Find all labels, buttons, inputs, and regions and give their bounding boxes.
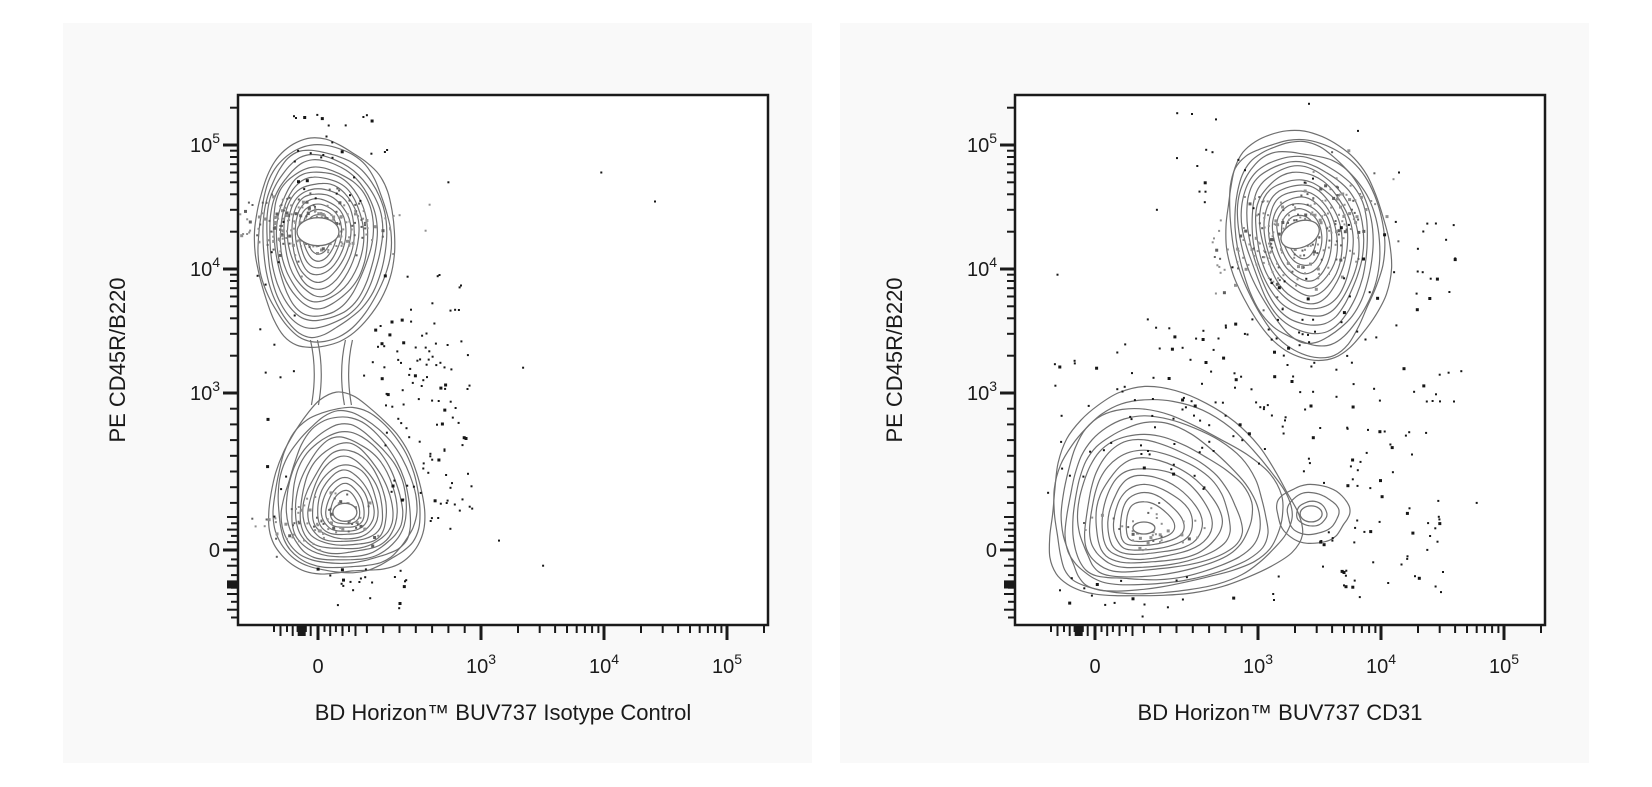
plot-content: 0 103 104 105 0 103 104 105 (967, 93, 1547, 678)
x-tick-label: 105 (1489, 651, 1519, 678)
plot-border (1013, 93, 1547, 627)
y-tick-label: 104 (967, 254, 997, 281)
y-tick-label: 104 (190, 254, 220, 281)
plot-border (236, 93, 770, 627)
density-core (1299, 505, 1323, 523)
density-core (332, 502, 358, 522)
cd31-plot: 0 103 104 105 0 103 104 105 BD Horizon™ BUV737 … (882, 93, 1547, 725)
density-speckle (1083, 502, 1206, 552)
y-tick-label: 105 (190, 130, 220, 157)
x-axis-tick-labels: 0 103 104 105 (312, 651, 742, 678)
y-axis-ticks (1000, 106, 1015, 619)
isotype-control-panel: 0 103 104 105 0 103 104 105 BD Horizon™ BUV737 … (63, 23, 812, 763)
x-tick-label: 105 (712, 651, 742, 678)
x-axis-ticks (273, 625, 765, 640)
plot-data-layer (239, 113, 656, 610)
x-axis-title: BD Horizon™ BUV737 Isotype Control (315, 700, 692, 725)
x-tick-label: 104 (589, 651, 619, 678)
plot-area (1015, 95, 1545, 625)
x-axis-title: BD Horizon™ BUV737 CD31 (1138, 700, 1423, 725)
y-tick-label: 103 (967, 378, 997, 405)
contour-population (1048, 385, 1304, 597)
x-tick-label: 103 (1243, 651, 1273, 678)
contour-population (1275, 483, 1351, 545)
density-core (1132, 521, 1156, 535)
y-axis-tick-labels: 0 103 104 105 (967, 130, 997, 562)
cd31-panel: 0 103 104 105 0 103 104 105 BD Horizon™ BUV737 … (840, 23, 1589, 763)
density-core (296, 217, 340, 247)
x-axis-ticks (1050, 625, 1542, 640)
x-tick-label: 103 (466, 651, 496, 678)
contour-population (267, 391, 426, 575)
x-tick-label: 0 (312, 656, 323, 678)
scatter-dots (1047, 102, 1478, 618)
contour-population (253, 137, 396, 349)
y-tick-label: 105 (967, 130, 997, 157)
y-tick-label: 0 (986, 540, 997, 562)
isotype-control-plot: 0 103 104 105 0 103 104 105 BD Horizon™ BUV737 … (105, 93, 770, 725)
y-tick-label: 0 (209, 540, 220, 562)
density-speckle (1211, 149, 1400, 312)
y-axis-ticks (223, 106, 238, 619)
y-axis-title: PE CD45R/B220 (105, 277, 130, 442)
y-axis-title: PE CD45R/B220 (882, 277, 907, 442)
x-axis-tick-labels: 0 103 104 105 (1089, 651, 1519, 678)
x-tick-label: 0 (1089, 656, 1100, 678)
x-tick-label: 104 (1366, 651, 1396, 678)
y-axis-tick-labels: 0 103 104 105 (190, 130, 220, 562)
plot-data-layer (1047, 102, 1478, 618)
y-tick-label: 103 (190, 378, 220, 405)
density-core (1280, 219, 1320, 250)
population-bridge (309, 339, 354, 406)
scatter-dots (256, 113, 656, 610)
plot-content: 0 103 104 105 0 103 104 105 (190, 93, 770, 678)
